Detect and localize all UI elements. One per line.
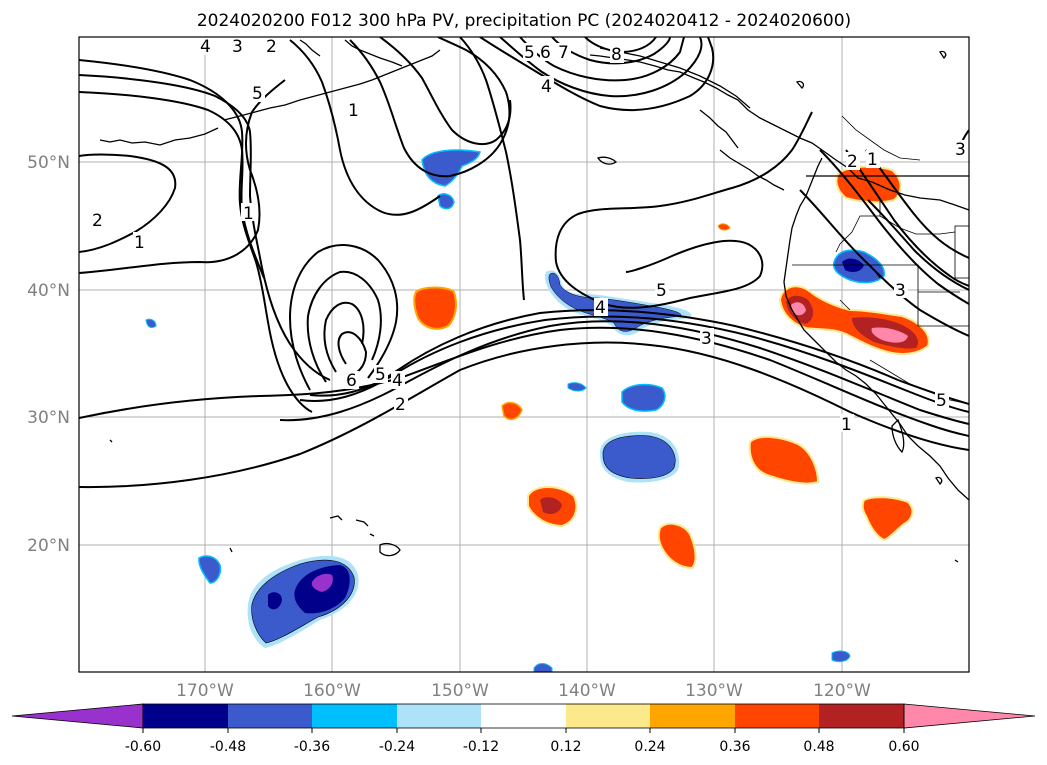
- contour-label: 3: [895, 281, 906, 301]
- contour-label: 1: [134, 233, 145, 253]
- colorbar-tick-label: -0.60: [125, 739, 161, 755]
- contour-label: 5: [375, 365, 386, 385]
- contour-label: 2: [266, 37, 277, 57]
- lat-label-30n: 30°N: [27, 408, 70, 428]
- colorbar-frame: [142, 703, 905, 729]
- contour-label: 4: [392, 371, 403, 391]
- plot-layer: 4 3 2 5 5 6 7 8 4 1 1 2 1 5: [79, 37, 969, 672]
- contour-label: 2: [395, 395, 406, 415]
- lon-label-130w: 130°W: [685, 681, 743, 701]
- colorbar-segment: [566, 704, 650, 728]
- colorbar: -0.60 -0.48 -0.36 -0.24 -0.12 0.12 0.24 …: [11, 703, 1036, 755]
- colorbar-segment: [143, 704, 228, 728]
- lon-label-140w: 140°W: [558, 681, 616, 701]
- colorbar-extend-min: [11, 703, 144, 729]
- lat-label-20n: 20°N: [27, 536, 70, 556]
- colorbar-tick-label: 0.36: [719, 739, 750, 755]
- colorbar-tick-label: 0.48: [803, 739, 834, 755]
- colorbar-segment: [650, 704, 735, 728]
- pv-contours: [79, 37, 969, 489]
- colorbar-tick-label: -0.36: [294, 739, 330, 755]
- contour-label: 4: [595, 298, 606, 318]
- contour-label: 3: [955, 140, 966, 160]
- lon-label-120w: 120°W: [813, 681, 871, 701]
- contour-label: 7: [558, 43, 569, 63]
- contour-label: 1: [867, 150, 878, 170]
- colorbar-extend-max: [903, 703, 1036, 729]
- colorbar-tick-label: -0.12: [463, 739, 499, 755]
- colorbar-segment: [735, 704, 819, 728]
- colorbar-segment: [228, 704, 312, 728]
- contour-label: 1: [348, 101, 359, 121]
- lat-label-50n: 50°N: [27, 153, 70, 173]
- coastlines: [99, 39, 969, 563]
- colorbar-segment: [481, 704, 566, 728]
- contour-label: 2: [847, 152, 858, 172]
- contour-label: 4: [541, 77, 552, 97]
- colorbar-tick-label: 0.60: [888, 739, 919, 755]
- lon-label-160w: 160°W: [303, 681, 361, 701]
- colorbar-segment: [819, 704, 904, 728]
- lon-label-170w: 170°W: [176, 681, 234, 701]
- latitude-axis: 50°N 40°N 30°N 20°N: [27, 153, 70, 556]
- colorbar-segment: [397, 704, 481, 728]
- contour-label: 1: [841, 415, 852, 435]
- contour-label: 3: [701, 329, 712, 349]
- colorbar-tick-label: -0.24: [379, 739, 415, 755]
- contour-label: 6: [346, 371, 357, 391]
- contour-label: 6: [540, 43, 551, 63]
- colorbar-tick-label: 0.24: [634, 739, 665, 755]
- colorbar-tick-label: 0.12: [550, 739, 581, 755]
- contour-label: 8: [611, 45, 622, 65]
- contour-label: 5: [936, 391, 947, 411]
- contour-label: 2: [92, 211, 103, 231]
- map-title: 2024020200 F012 300 hPa PV, precipitatio…: [197, 11, 851, 31]
- contour-label: 4: [200, 37, 211, 57]
- colorbar-tick-label: -0.48: [210, 739, 246, 755]
- contour-label: 3: [232, 37, 243, 57]
- contour-label: 1: [243, 204, 254, 224]
- plot-frame: [78, 36, 970, 673]
- longitude-axis: 170°W 160°W 150°W 140°W 130°W 120°W: [176, 681, 871, 701]
- contour-label: 5: [524, 43, 535, 63]
- contour-label: 5: [252, 84, 263, 104]
- contour-label: 5: [656, 281, 667, 301]
- lat-label-40n: 40°N: [27, 281, 70, 301]
- pv-contour-labels: 4 3 2 5 5 6 7 8 4 1 1 2 1 5: [90, 37, 969, 435]
- plot-background: [79, 37, 969, 672]
- colorbar-segment: [312, 704, 397, 728]
- lon-label-150w: 150°W: [431, 681, 489, 701]
